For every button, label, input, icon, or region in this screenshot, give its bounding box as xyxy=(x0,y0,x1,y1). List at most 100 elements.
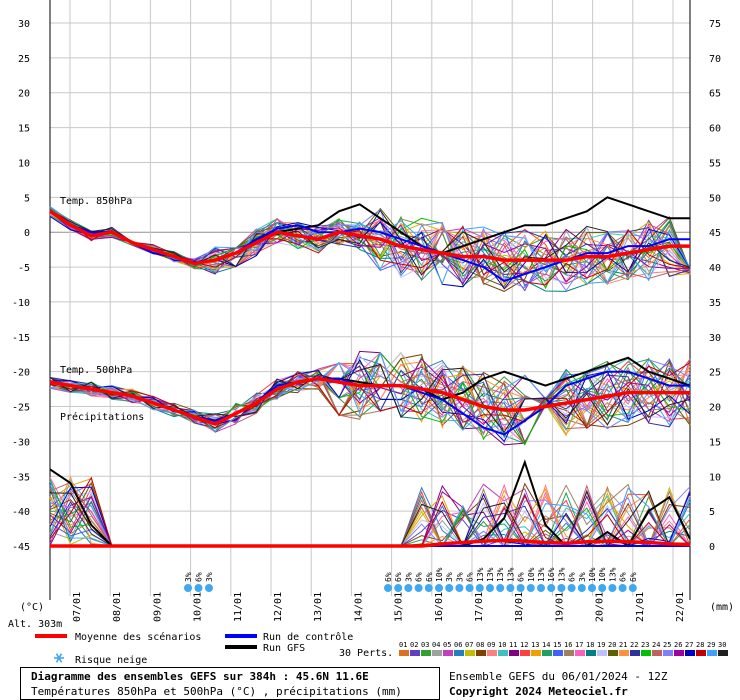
left-tick-label: -5 xyxy=(18,263,30,274)
left-tick-label: 30 xyxy=(18,19,30,30)
right-tick-label: 35 xyxy=(709,298,721,309)
label-precip: Précipitations xyxy=(60,411,144,423)
pert-number: 14 xyxy=(542,641,550,649)
pert-line-precip xyxy=(49,481,691,547)
snow-risk-value: 13% xyxy=(506,567,515,582)
snow-risk-row: 3% 6% 3% 6% 6% 3% 6% 6% 10% 3% 3% 6% 13% 13% 13% 13% 6% 1… xyxy=(184,567,638,592)
pert-line-precip xyxy=(49,484,690,547)
right-tick-label: 55 xyxy=(709,158,721,169)
pert-swatch xyxy=(509,650,519,656)
left-tick-label: 20 xyxy=(18,89,30,100)
pert-swatch xyxy=(663,650,673,656)
pert-line-500 xyxy=(49,358,691,443)
pert-swatch xyxy=(597,650,607,656)
label-t500: Temp. 500hPa xyxy=(60,365,132,376)
snow-risk-value: 6% xyxy=(394,572,403,582)
left-tick-label: -15 xyxy=(12,333,30,344)
left-axis-ticks: 30 25 20 15 10 5 0 -5 -10 -15 -20 -25 -30 -35 -40 -45 xyxy=(12,19,30,553)
pert-swatch xyxy=(652,650,662,656)
snow-risk-dot xyxy=(194,584,203,592)
snow-risk-value: 6% xyxy=(619,572,628,582)
pert-number: 28 xyxy=(696,641,704,649)
right-tick-label: 50 xyxy=(709,193,721,204)
snow-risk-value: 13% xyxy=(476,567,485,582)
snow-risk-value: 13% xyxy=(557,567,566,582)
right-tick-label: 60 xyxy=(709,124,721,135)
pert-line-850 xyxy=(49,208,691,292)
pert-swatch xyxy=(685,650,695,656)
pert-line-precip xyxy=(49,483,691,548)
pert-line-precip xyxy=(49,491,691,547)
pert-line-precip xyxy=(49,481,691,547)
snow-risk-dot xyxy=(628,584,637,592)
snow-risk-value: 10% xyxy=(598,567,607,582)
right-tick-label: 70 xyxy=(709,54,721,65)
pert-swatch xyxy=(498,650,508,656)
copyright: Copyright 2024 Meteociel.fr xyxy=(449,685,628,698)
left-tick-label: 25 xyxy=(18,54,30,65)
snow-risk-dot xyxy=(516,584,525,592)
pert-number: 02 xyxy=(410,641,418,649)
left-tick-label: -40 xyxy=(12,507,30,518)
pert-swatch xyxy=(674,650,684,656)
snow-risk-value: 3% xyxy=(184,572,193,582)
control-line-850 xyxy=(49,210,690,283)
pert-swatch xyxy=(619,650,629,656)
legend: Moyenne des scénarios Run de contrôle Ru… xyxy=(35,631,728,666)
right-tick-label: 75 xyxy=(709,19,721,30)
pert-line-precip xyxy=(49,491,690,548)
pert-swatch xyxy=(696,650,706,656)
snow-risk-value: 6% xyxy=(466,572,475,582)
main-lines xyxy=(49,196,691,548)
chart-title: Diagramme des ensembles GEFS sur 384h : … xyxy=(31,670,369,683)
chart-subtitle: Températures 850hPa et 500hPa (°C) , pré… xyxy=(31,685,402,698)
snow-risk-value: 6% xyxy=(568,572,577,582)
altitude: Alt. 303m xyxy=(8,619,62,630)
right-tick-label: 0 xyxy=(709,542,715,553)
pert-line-precip xyxy=(49,482,690,547)
pert-number: 05 xyxy=(443,641,451,649)
snow-risk-dot xyxy=(404,584,413,592)
pert-swatch xyxy=(575,650,585,656)
snow-risk-dot xyxy=(384,584,392,592)
snow-risk-dot xyxy=(475,584,484,592)
right-tick-label: 65 xyxy=(709,89,721,100)
snow-risk-dot xyxy=(506,584,515,592)
pert-number: 23 xyxy=(641,641,649,649)
left-unit: (°C) xyxy=(20,602,44,613)
right-tick-label: 20 xyxy=(709,403,721,414)
snow-risk-dot xyxy=(608,584,617,592)
pert-number: 30 xyxy=(718,641,726,649)
pert-number: 10 xyxy=(498,641,506,649)
snow-risk-dot xyxy=(588,584,596,592)
snow-risk-value: 6% xyxy=(517,572,526,582)
legend-control: Run de contrôle xyxy=(263,631,353,643)
date-label: 10/01 xyxy=(193,592,204,622)
snow-risk-value: 13% xyxy=(486,567,495,582)
pert-number: 06 xyxy=(454,641,462,649)
pert-swatch xyxy=(608,650,618,656)
mean-line-850 xyxy=(49,209,690,266)
pert-line-precip xyxy=(49,490,691,548)
snowflake-icon xyxy=(54,653,64,663)
snow-risk-value: 13% xyxy=(496,567,505,582)
right-tick-label: 10 xyxy=(709,472,721,483)
right-tick-label: 40 xyxy=(709,263,721,274)
snow-risk-dot xyxy=(205,584,213,592)
snow-risk-dot xyxy=(598,584,607,592)
pert-number: 12 xyxy=(520,641,528,649)
pert-number: 04 xyxy=(432,641,440,649)
snow-risk-value: 10% xyxy=(435,567,444,582)
pert-line-500 xyxy=(49,363,691,434)
pert-swatch xyxy=(586,650,596,656)
pert-number: 20 xyxy=(608,641,616,649)
pert-number: 27 xyxy=(685,641,693,649)
pert-number: 24 xyxy=(652,641,660,649)
right-unit: (mm) xyxy=(710,602,734,613)
x-axis-dates: 07/01 08/01 09/01 10/01 11/01 12/01 13/01 14/01… xyxy=(72,592,686,622)
snow-risk-value: 6% xyxy=(384,572,393,582)
date-label: 12/01 xyxy=(273,592,284,622)
snow-risk-value: 13% xyxy=(608,567,617,582)
snow-risk-dot xyxy=(618,584,627,592)
